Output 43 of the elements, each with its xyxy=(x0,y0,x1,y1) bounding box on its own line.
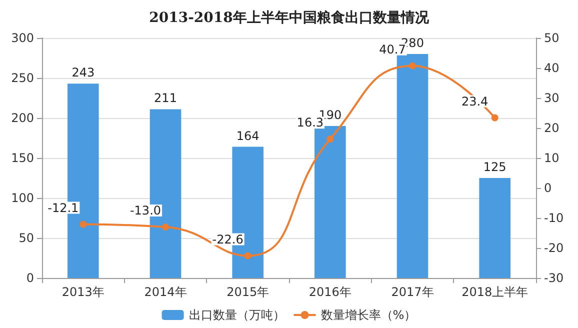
y2-tick-label: 50 xyxy=(544,31,560,45)
y2-tick-label: 20 xyxy=(544,121,560,135)
data-label: 16.3 xyxy=(296,116,324,130)
y-tick-label: 50 xyxy=(18,231,34,245)
bar xyxy=(479,178,510,278)
point xyxy=(80,220,87,228)
y2-tick-label: 40 xyxy=(544,61,560,75)
y-tick-label: 0 xyxy=(26,271,34,285)
data-label: 164 xyxy=(236,128,260,143)
data-label: -12.1 xyxy=(48,200,79,215)
point xyxy=(491,114,498,122)
y2-tick-label: 30 xyxy=(544,91,560,105)
x-tick-label: 2015年 xyxy=(226,285,270,299)
x-tick-label: 2017年 xyxy=(391,285,434,299)
point xyxy=(244,252,252,260)
data-label: -22.6 xyxy=(212,232,244,246)
y-tick-label: 200 xyxy=(11,111,34,125)
y-tick-label: 250 xyxy=(11,71,34,85)
y2-tick-label: -30 xyxy=(544,271,564,285)
y2-tick-label: 0 xyxy=(544,181,552,195)
y-tick-label: 150 xyxy=(11,151,34,165)
x-tick-label: 2018上半年 xyxy=(462,285,528,299)
y2-tick-label: -20 xyxy=(544,241,564,255)
data-label: 23.4 xyxy=(461,94,488,108)
bar xyxy=(396,54,428,278)
data-label: 243 xyxy=(72,66,95,80)
legend-label: 出口数量（万吨） xyxy=(188,308,285,322)
y2-tick-label: -10 xyxy=(544,211,564,225)
y-tick-label: 300 xyxy=(11,31,34,45)
y2-tick-label: 10 xyxy=(544,151,560,165)
x-tick-label: 2014年 xyxy=(144,285,187,299)
bar xyxy=(314,126,346,278)
point xyxy=(409,62,416,70)
data-label: 211 xyxy=(154,91,177,106)
data-label: -13.0 xyxy=(130,204,162,218)
x-tick-label: 2016年 xyxy=(308,285,352,299)
point xyxy=(326,136,334,143)
data-label: 125 xyxy=(483,160,506,174)
legend-label: 数量增长率（%） xyxy=(320,308,416,322)
chart-title: 2013-2018年上半年中国粮食出口数量情况 xyxy=(149,9,430,26)
x-tick-label: 2013年 xyxy=(62,285,104,299)
y-tick-label: 100 xyxy=(11,191,34,205)
point xyxy=(162,224,169,230)
